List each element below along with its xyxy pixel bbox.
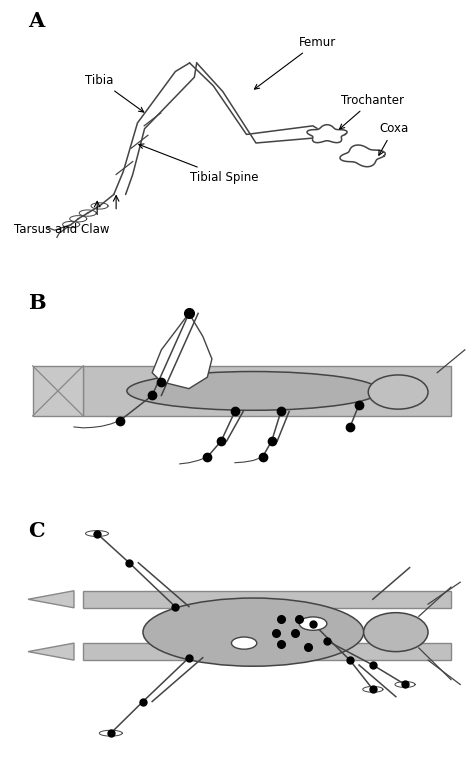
Ellipse shape (143, 598, 364, 666)
Ellipse shape (127, 372, 380, 410)
Text: C: C (28, 521, 45, 541)
Polygon shape (152, 313, 212, 389)
Text: Tarsus and Claw: Tarsus and Claw (14, 223, 109, 236)
Polygon shape (307, 124, 347, 143)
Polygon shape (28, 643, 74, 660)
Ellipse shape (231, 637, 257, 649)
Text: A: A (28, 12, 45, 32)
Text: Coxa: Coxa (379, 122, 409, 155)
Polygon shape (340, 145, 385, 167)
Bar (33, 366, 83, 416)
Bar (83, 366, 451, 416)
Text: Tibial Spine: Tibial Spine (139, 144, 258, 184)
Text: B: B (28, 293, 46, 313)
Text: Tibia: Tibia (85, 73, 144, 112)
Ellipse shape (368, 375, 428, 409)
Polygon shape (28, 591, 74, 608)
Text: Femur: Femur (255, 36, 336, 89)
Ellipse shape (299, 617, 327, 630)
Bar (83, 643, 451, 660)
Ellipse shape (364, 613, 428, 652)
Bar (83, 591, 451, 608)
Text: Trochanter: Trochanter (339, 94, 404, 129)
